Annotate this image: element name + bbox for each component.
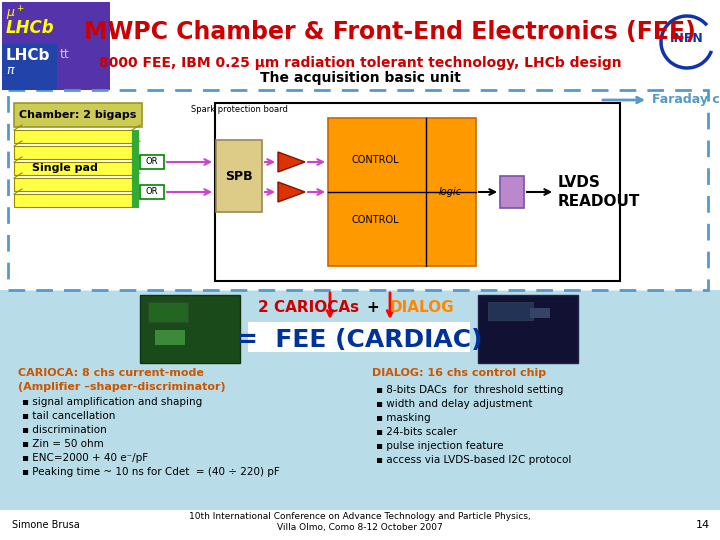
Text: The acquisition basic unit: The acquisition basic unit (260, 71, 460, 85)
Polygon shape (278, 152, 305, 172)
Text: ▪ width and delay adjustment: ▪ width and delay adjustment (376, 399, 533, 409)
Text: Simone Brusa: Simone Brusa (12, 520, 80, 530)
Text: +: + (366, 300, 379, 315)
Polygon shape (278, 182, 305, 202)
Text: $\pi$: $\pi$ (6, 64, 16, 77)
Text: DIALOG: DIALOG (390, 300, 454, 315)
Text: logic: logic (438, 187, 462, 197)
Text: =  FEE (CARDIAC): = FEE (CARDIAC) (238, 328, 482, 352)
Text: DIALOG: 16 chs control chip: DIALOG: 16 chs control chip (372, 368, 546, 378)
Text: (Amplifier –shaper-discriminator): (Amplifier –shaper-discriminator) (18, 382, 225, 392)
Text: CARIOCA: 8 chs current-mode: CARIOCA: 8 chs current-mode (18, 368, 204, 378)
Bar (500, 176, 524, 208)
Text: MWPC Chamber & Front-End Electronics (FEE): MWPC Chamber & Front-End Electronics (FE… (84, 20, 696, 44)
Text: ▪ pulse injection feature: ▪ pulse injection feature (376, 441, 503, 451)
Bar (8, 90, 708, 290)
Bar (14, 194, 132, 207)
Text: 8000 FEE, IBM 0.25 μm radiation tolerant technology, LHCb design: 8000 FEE, IBM 0.25 μm radiation tolerant… (99, 56, 621, 70)
Text: Faraday cage: Faraday cage (652, 93, 720, 106)
Bar (215, 103, 620, 281)
Bar (0, 0, 720, 95)
Text: SPB: SPB (225, 170, 253, 183)
Bar (155, 330, 185, 345)
Bar (2, 44, 57, 90)
Text: ▪ access via LVDS-based I2C protocol: ▪ access via LVDS-based I2C protocol (376, 455, 572, 465)
Bar (328, 118, 476, 266)
Bar (132, 130, 139, 208)
Bar (14, 178, 132, 191)
Text: LHCb: LHCb (6, 48, 50, 63)
Bar (478, 295, 578, 363)
Bar (14, 103, 142, 127)
Bar (2, 2, 110, 90)
Bar (14, 146, 132, 159)
Text: CONTROL: CONTROL (351, 155, 399, 165)
Bar (14, 162, 132, 175)
Bar (0, 362, 720, 510)
Text: ▪ discrimination: ▪ discrimination (22, 425, 107, 435)
Text: ▪ 8-bits DACs  for  threshold setting: ▪ 8-bits DACs for threshold setting (376, 385, 563, 395)
Text: OR: OR (145, 187, 158, 197)
Text: $\mu^+$: $\mu^+$ (6, 5, 24, 23)
Bar (530, 308, 550, 318)
Text: LHCb: LHCb (6, 19, 55, 37)
Text: Chamber: 2 bigaps: Chamber: 2 bigaps (19, 110, 137, 120)
Text: INFN: INFN (670, 31, 704, 44)
Text: ▪ ENC=2000 + 40 e⁻/pF: ▪ ENC=2000 + 40 e⁻/pF (22, 453, 148, 463)
Text: 14: 14 (696, 520, 710, 530)
Bar (0, 510, 720, 540)
Text: ▪ tail cancellation: ▪ tail cancellation (22, 411, 115, 421)
Text: ▪ 24-bits scaler: ▪ 24-bits scaler (376, 427, 457, 437)
Text: Spark protection board: Spark protection board (191, 105, 287, 114)
Text: ▪ masking: ▪ masking (376, 413, 431, 423)
Bar (0, 290, 720, 455)
Bar (140, 185, 164, 199)
Bar (248, 322, 470, 352)
Text: 2 CARIOCAs: 2 CARIOCAs (258, 300, 359, 315)
Bar (488, 302, 533, 320)
Bar (140, 155, 164, 169)
Circle shape (657, 12, 717, 72)
Text: tt: tt (60, 49, 70, 62)
Bar (14, 130, 132, 143)
Bar (216, 140, 262, 212)
Text: LVDS
READOUT: LVDS READOUT (558, 175, 640, 209)
Bar (140, 295, 240, 363)
Text: ▪ Peaking time ~ 10 ns for Cdet  = (40 ÷ 220) pF: ▪ Peaking time ~ 10 ns for Cdet = (40 ÷ … (22, 467, 280, 477)
Text: OR: OR (145, 158, 158, 166)
Text: 10th International Conference on Advance Technology and Particle Physics,
Villa : 10th International Conference on Advance… (189, 511, 531, 532)
Text: CONTROL: CONTROL (351, 215, 399, 225)
Text: ▪ signal amplification and shaping: ▪ signal amplification and shaping (22, 397, 202, 407)
Text: Single pad: Single pad (32, 163, 98, 173)
Text: ▪ Zin = 50 ohm: ▪ Zin = 50 ohm (22, 439, 104, 449)
Bar (148, 302, 188, 322)
